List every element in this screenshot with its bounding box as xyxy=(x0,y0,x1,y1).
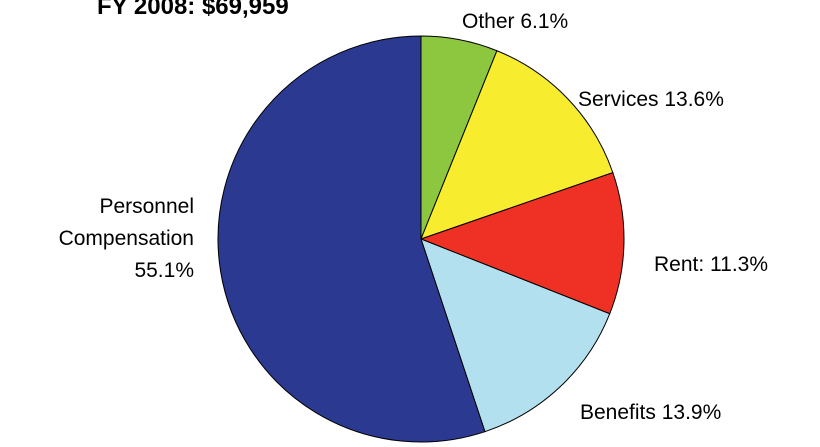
label-benefits: Benefits 13.9% xyxy=(580,401,721,424)
slice-personnel-compensation xyxy=(217,35,486,443)
label-rent: Rent: 11.3% xyxy=(654,253,768,276)
label-line: Services 13.6% xyxy=(578,88,724,111)
label-line: Personnel xyxy=(99,195,194,218)
label-line: 55.1% xyxy=(134,259,194,282)
label-personnel-compensation: Personnel Compensation 55.1% xyxy=(59,195,194,282)
slice-services xyxy=(420,50,614,240)
chart-title: FY 2008: $69,959 xyxy=(97,0,289,20)
slice-rent xyxy=(419,172,625,315)
label-line: Benefits 13.9% xyxy=(580,401,721,424)
slice-labels: Other 6.1% Services 13.6% Rent: 11.3% Benef… xyxy=(59,10,768,424)
slice-benefits xyxy=(420,238,611,433)
label-line: Rent: 11.3% xyxy=(654,253,768,276)
label-other: Other 6.1% xyxy=(462,10,568,33)
label-line: Other 6.1% xyxy=(462,10,568,33)
label-line: Compensation xyxy=(59,227,194,250)
label-services: Services 13.6% xyxy=(578,88,724,111)
pie-slices xyxy=(217,35,625,443)
